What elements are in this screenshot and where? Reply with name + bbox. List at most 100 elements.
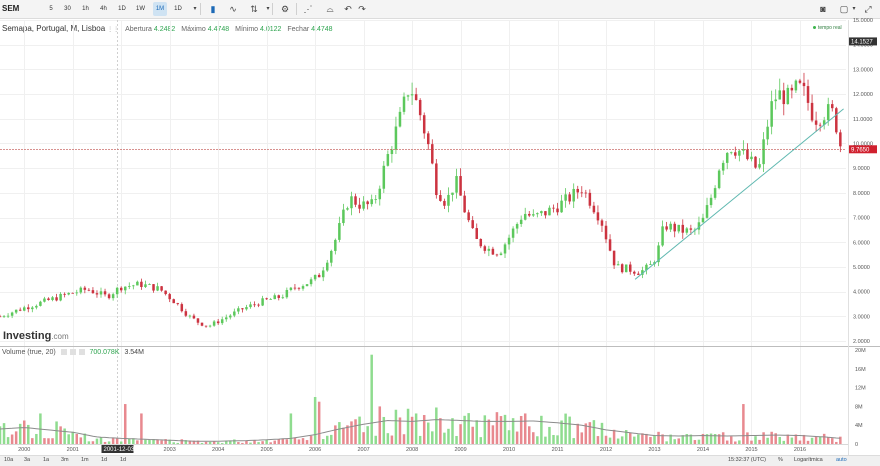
candle-body xyxy=(742,149,745,151)
candle-body xyxy=(568,194,571,202)
candle-body xyxy=(350,196,353,209)
legend-menu-icon[interactable]: ⋮⋮ xyxy=(107,27,120,33)
volume-bar xyxy=(463,415,466,444)
low-label: Mínimo xyxy=(235,26,259,33)
redo-icon[interactable]: ↷ xyxy=(358,4,366,14)
time-tick-label: 2007 xyxy=(357,447,369,453)
volume-bar xyxy=(192,440,196,444)
indicator-icon[interactable]: ∿ xyxy=(229,4,237,14)
camera-icon[interactable]: ◙ xyxy=(820,4,826,14)
interval-1h[interactable]: 1h xyxy=(82,6,89,12)
volume-bar xyxy=(91,441,95,444)
range-10y[interactable]: 10a xyxy=(4,457,14,463)
time-tick-label: 2013 xyxy=(648,447,660,453)
crosshair-date-marker: 2001-12-03 xyxy=(101,445,135,453)
candle-body xyxy=(544,211,547,216)
candle-body xyxy=(168,294,171,300)
volume-bar xyxy=(451,418,454,444)
volume-bar xyxy=(685,434,689,444)
hide-icon[interactable] xyxy=(69,349,76,356)
candle-body xyxy=(798,80,802,83)
volume-bar xyxy=(536,436,539,444)
range-1y[interactable]: 1a xyxy=(43,457,50,463)
close-icon[interactable] xyxy=(78,349,85,356)
chart-canvas[interactable]: 2.0000 3.0000 4.0000 5.0000 6.0000 7.0000 8.00… xyxy=(0,0,880,455)
compare-icon[interactable]: ⇅ xyxy=(250,4,258,14)
interval-4h[interactable]: 4h xyxy=(100,6,107,12)
volume-tick-label: 8M xyxy=(855,404,863,410)
settings-icon[interactable] xyxy=(60,349,67,356)
volume-bar xyxy=(342,427,345,444)
range-3m[interactable]: 3m xyxy=(61,457,69,463)
candle-body xyxy=(313,274,317,280)
volume-bar xyxy=(140,413,143,444)
volume-bar xyxy=(313,397,317,444)
volume-bar xyxy=(552,434,555,444)
candle-body xyxy=(406,95,410,97)
fullscreen-icon[interactable]: ⤢ xyxy=(864,4,872,14)
range-1d[interactable]: 1d xyxy=(101,457,108,463)
interval-1m[interactable]: 1M xyxy=(153,2,167,16)
volume-bar xyxy=(350,421,353,444)
alert-icon[interactable]: ⌓ xyxy=(326,4,334,14)
candle-body xyxy=(471,220,474,229)
percent-toggle[interactable]: % xyxy=(778,457,783,463)
layout-icon[interactable]: ▢ xyxy=(839,4,849,14)
volume-bar xyxy=(503,414,507,444)
price-tick-label: 8.0000 xyxy=(853,191,870,197)
undo-icon[interactable]: ↶ xyxy=(344,4,352,14)
candle-body xyxy=(128,286,131,287)
volume-axis[interactable]: 0 4M 8M 12M 16M 20M xyxy=(855,348,866,448)
time-axis[interactable]: 2000200120022003200420052006200720082009… xyxy=(18,447,806,453)
volume-bar xyxy=(410,416,414,444)
interval-1d[interactable]: 1D xyxy=(118,6,126,12)
symbol-label[interactable]: SEM xyxy=(2,4,20,13)
gear-icon[interactable]: ⚙ xyxy=(280,4,290,14)
volume-bar xyxy=(321,439,325,444)
candle-body xyxy=(685,228,689,233)
auto-toggle[interactable]: auto xyxy=(836,457,847,463)
volume-legend-label: Volume (true, 20) xyxy=(2,349,56,356)
interval-30[interactable]: 30 xyxy=(64,6,71,12)
volume-bar xyxy=(778,437,781,444)
candle-body xyxy=(2,316,6,318)
candle-body xyxy=(592,205,596,213)
template-icon[interactable]: ⋰ xyxy=(303,4,313,14)
time-tick-label: 2015 xyxy=(745,447,757,453)
price-tick-label: 7.0000 xyxy=(853,216,870,222)
volume-bar xyxy=(818,436,822,444)
price-tick-label: 5.0000 xyxy=(853,265,870,271)
interval-1d-alt[interactable]: 1D xyxy=(174,6,182,12)
range-1m[interactable]: 1m xyxy=(81,457,89,463)
candle-body xyxy=(374,199,377,201)
chevron-down-icon[interactable]: ▾ xyxy=(266,6,270,12)
investing-logo: Investing.com xyxy=(3,330,69,342)
volume-bar xyxy=(152,439,155,444)
trendline[interactable] xyxy=(634,108,844,280)
candle-body xyxy=(176,303,180,305)
price-tick-label: 13.0000 xyxy=(853,67,873,73)
candle-body xyxy=(136,281,139,286)
chevron-down-icon[interactable]: ▾ xyxy=(852,6,856,12)
interval-1w[interactable]: 1W xyxy=(136,6,145,12)
legend-title: Semapa, Portugal, M, Lisboa xyxy=(2,24,106,33)
volume-bar xyxy=(156,439,159,444)
price-axis[interactable]: 2.0000 3.0000 4.0000 5.0000 6.0000 7.0000 8.00… xyxy=(853,18,873,345)
chevron-down-icon[interactable]: ▾ xyxy=(193,6,197,12)
log-toggle[interactable]: Logarítmica xyxy=(794,457,823,463)
open-label: Abertura xyxy=(125,26,152,33)
close-label: Fechar xyxy=(287,26,310,33)
volume-bar xyxy=(435,407,438,444)
volume-bar xyxy=(810,437,814,444)
candlestick-icon[interactable]: ▮ xyxy=(210,4,216,14)
candle-body xyxy=(705,205,709,218)
volume-bar xyxy=(305,440,309,444)
interval-5[interactable]: 5 xyxy=(49,6,53,12)
candle-body xyxy=(487,248,491,251)
candle-body xyxy=(338,223,341,240)
candle-body xyxy=(164,290,167,295)
range-3y[interactable]: 3a xyxy=(24,457,31,463)
candle-body xyxy=(588,192,592,206)
candle-body xyxy=(463,195,466,213)
range-1d-alt[interactable]: 1d xyxy=(120,457,127,463)
